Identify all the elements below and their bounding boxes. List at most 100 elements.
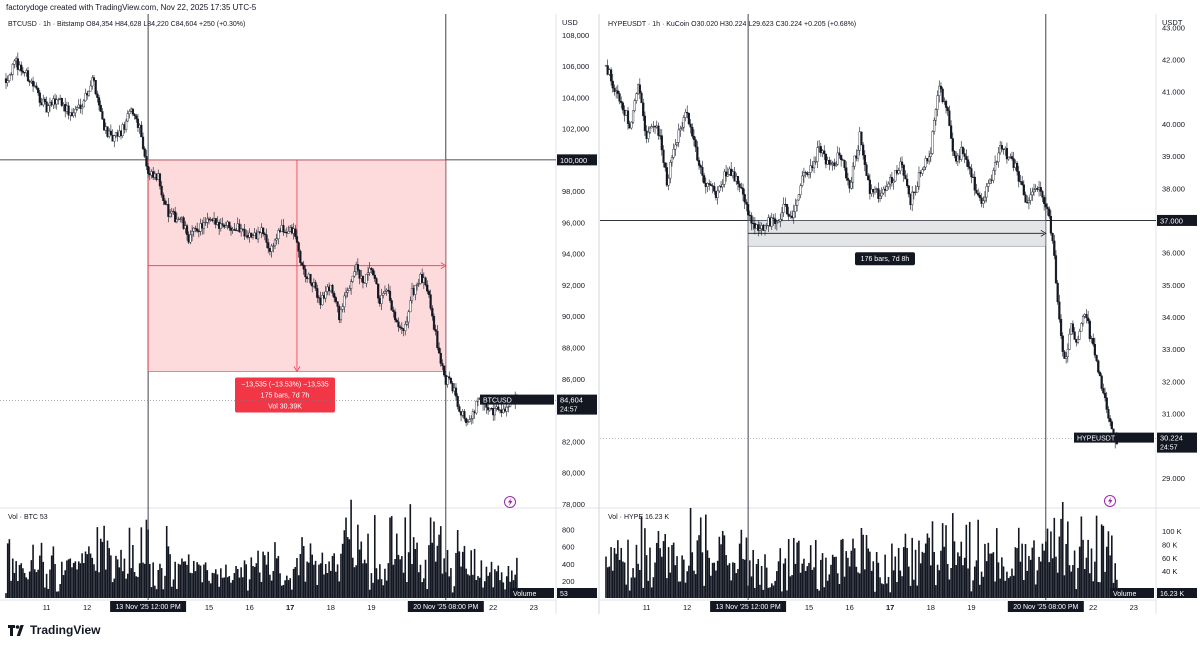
candle-body [745, 201, 748, 205]
volume-bar [803, 558, 805, 598]
volume-bar [194, 571, 197, 598]
volume-bar [140, 527, 143, 598]
volume-bar [1053, 517, 1056, 598]
volume-bar [862, 534, 864, 598]
volume-bar [764, 554, 766, 598]
candle-body [390, 300, 393, 311]
volume-bar [108, 548, 110, 598]
volume-bar [460, 566, 462, 598]
candle-body [1056, 282, 1059, 303]
volume-bar [982, 576, 985, 598]
volume-bar [1034, 584, 1037, 598]
candle-body [439, 352, 442, 364]
volume-bar [336, 564, 339, 598]
volume-bar [453, 586, 456, 598]
candle-body [441, 363, 444, 367]
volume-bar [1051, 558, 1054, 598]
price-tick-label: 104,000 [562, 93, 589, 102]
volume-bar [353, 567, 356, 598]
volume-bar [877, 562, 880, 598]
candle-body [899, 161, 902, 171]
candle-body [1029, 194, 1032, 201]
volume-bar [994, 581, 996, 598]
candle-body [16, 58, 19, 70]
candle-body [799, 185, 802, 195]
volume-bar [791, 575, 793, 598]
volume-bar [650, 587, 653, 598]
candle-body [432, 315, 436, 330]
candle-body [758, 228, 762, 231]
volume-bar [1039, 561, 1042, 598]
candle-body [701, 167, 704, 176]
candle-body [1066, 349, 1069, 357]
alert-lightning-icon[interactable] [1104, 495, 1116, 507]
tradingview-logo-icon [8, 624, 24, 636]
time-marker-bg [110, 601, 187, 612]
volume-bar [319, 563, 322, 598]
volume-bar [1009, 576, 1012, 598]
btcusd-chart[interactable]: BTCUSD · 1h · Bitstamp O84,354 H84,628 L… [0, 14, 600, 624]
candle-body [757, 224, 760, 231]
volume-bar [701, 552, 704, 598]
volume-bar [306, 561, 308, 598]
hypeusdt-chart[interactable]: HYPEUSDT · 1h · KuCoin O30.020 H30.224 L… [600, 14, 1200, 624]
candle-body [214, 218, 217, 225]
candle-body [336, 301, 339, 307]
volume-bar [931, 521, 934, 598]
volume-bar [262, 551, 264, 598]
volume-bar [445, 572, 447, 598]
candle-body [175, 218, 178, 223]
volume-bar [333, 553, 335, 598]
volume-bar [1046, 528, 1049, 598]
volume-bar [228, 576, 231, 598]
volume-bar [737, 569, 739, 598]
volume-bar [311, 554, 313, 598]
volume-bar [777, 561, 780, 598]
candle-body [948, 110, 951, 126]
volume-bar [644, 528, 646, 598]
candle-body [694, 139, 697, 148]
candle-body [475, 400, 478, 414]
candle-body [47, 105, 50, 113]
candle-body [101, 111, 104, 120]
price-tag-value: 84,604 [560, 396, 583, 405]
volume-bar [355, 565, 357, 598]
volume-bar [879, 577, 881, 598]
volume-bar [137, 576, 139, 598]
volume-bar [637, 563, 639, 598]
volume-bar [748, 560, 751, 598]
volume-bar [620, 547, 623, 598]
candle-body [488, 407, 491, 411]
volume-bar [633, 577, 636, 598]
volume-bar [1029, 559, 1032, 598]
volume-bar [368, 589, 371, 598]
candle-body [1046, 206, 1049, 210]
volume-bar [128, 527, 131, 598]
candle-body [1081, 316, 1085, 324]
volume-bar [946, 564, 949, 598]
volume-bar [1019, 561, 1022, 598]
candle-body [642, 102, 645, 117]
currency-label: USDT [1162, 18, 1183, 27]
candle-body [202, 222, 206, 229]
volume-bar [385, 580, 388, 598]
volume-bar [363, 559, 366, 598]
candle-body [894, 170, 897, 182]
volume-bar [1061, 501, 1064, 598]
volume-bar [121, 571, 124, 598]
candle-body [429, 294, 432, 309]
candle-body [711, 185, 714, 187]
candle-body [667, 177, 670, 186]
candle-body [640, 92, 643, 104]
volume-bar [698, 535, 700, 598]
volume-bar [143, 563, 146, 598]
alert-lightning-icon[interactable] [504, 496, 516, 508]
volume-bar [370, 573, 373, 598]
candle-body [493, 408, 496, 416]
candle-body [356, 264, 359, 271]
volume-bar [684, 582, 687, 598]
candle-body [405, 321, 409, 325]
candle-body [409, 300, 412, 313]
candle-body [1054, 255, 1058, 284]
volume-bar [316, 584, 319, 598]
